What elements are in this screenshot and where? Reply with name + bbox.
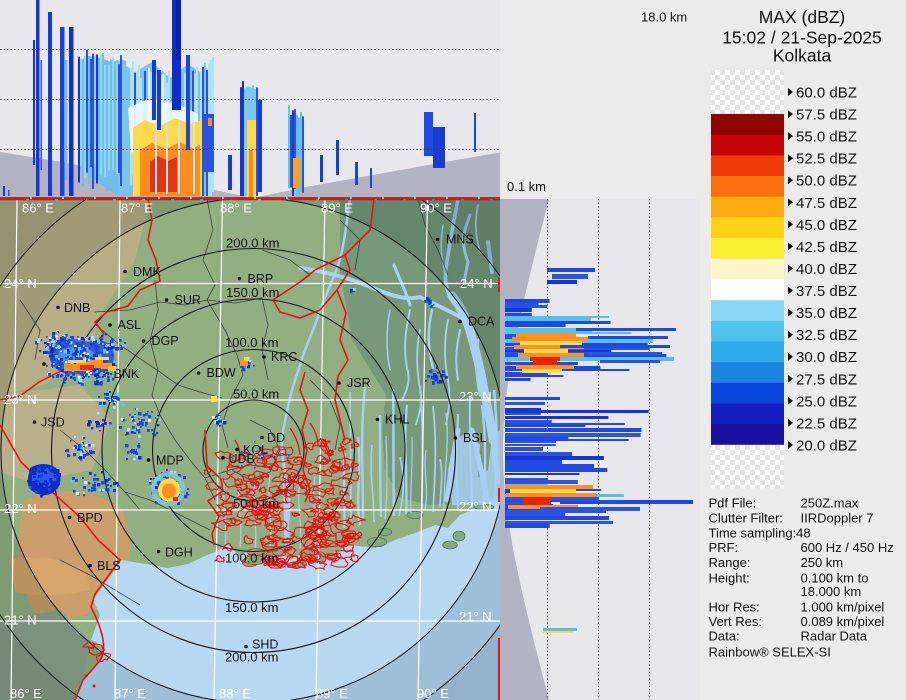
svg-text:86° E: 86° E bbox=[22, 201, 54, 216]
svg-text:47.5 dBZ: 47.5 dBZ bbox=[796, 195, 857, 212]
svg-text:88° E: 88° E bbox=[220, 201, 252, 216]
svg-text:MNS: MNS bbox=[446, 233, 474, 247]
svg-text:87° E: 87° E bbox=[114, 686, 146, 700]
svg-text:23° N: 23° N bbox=[4, 392, 37, 407]
svg-text:0.089 km/pixel: 0.089 km/pixel bbox=[801, 614, 885, 629]
svg-text:35.0 dBZ: 35.0 dBZ bbox=[796, 305, 857, 322]
svg-text:Pdf File:: Pdf File: bbox=[709, 496, 757, 511]
svg-text:21° N: 21° N bbox=[459, 609, 492, 624]
svg-text:250Z.max: 250Z.max bbox=[801, 496, 859, 511]
svg-text:MDP: MDP bbox=[156, 454, 184, 468]
svg-text:150.0 km: 150.0 km bbox=[226, 285, 279, 300]
svg-text:86° E: 86° E bbox=[10, 686, 42, 700]
svg-text:DNB: DNB bbox=[64, 301, 90, 315]
svg-text:Vert Res:: Vert Res: bbox=[709, 614, 762, 629]
svg-text:BDW: BDW bbox=[207, 366, 236, 380]
svg-text:200.0 km: 200.0 km bbox=[225, 650, 278, 665]
svg-text:BPD: BPD bbox=[77, 511, 103, 525]
svg-text:BSL: BSL bbox=[463, 431, 487, 445]
svg-text:100.0 km: 100.0 km bbox=[225, 335, 278, 350]
svg-text:600 Hz / 450 Hz: 600 Hz / 450 Hz bbox=[801, 540, 894, 555]
svg-text:50.0 km: 50.0 km bbox=[233, 387, 279, 402]
svg-text:55.0 dBZ: 55.0 dBZ bbox=[796, 129, 857, 146]
svg-text:25.0 dBZ: 25.0 dBZ bbox=[796, 393, 857, 410]
svg-text:150.0 km: 150.0 km bbox=[225, 600, 278, 615]
svg-text:0.100 km to: 0.100 km to bbox=[801, 571, 869, 586]
svg-text:IIRDoppler 7: IIRDoppler 7 bbox=[801, 511, 874, 526]
svg-text:0.1 km: 0.1 km bbox=[507, 179, 546, 194]
svg-text:42.5 dBZ: 42.5 dBZ bbox=[796, 239, 857, 256]
svg-text:18.0 km: 18.0 km bbox=[641, 10, 687, 25]
svg-text:200.0 km: 200.0 km bbox=[226, 236, 279, 251]
svg-text:21° N: 21° N bbox=[4, 613, 37, 628]
svg-text:100.0 km: 100.0 km bbox=[225, 551, 278, 566]
svg-text:ASL: ASL bbox=[118, 318, 142, 332]
svg-text:18.000 km: 18.000 km bbox=[801, 584, 862, 599]
svg-text:BNK: BNK bbox=[114, 367, 140, 381]
svg-text:88° E: 88° E bbox=[219, 686, 251, 700]
svg-text:24° N: 24° N bbox=[4, 276, 37, 291]
svg-text:Range:: Range: bbox=[709, 555, 751, 570]
svg-text:50.0 km: 50.0 km bbox=[233, 496, 279, 511]
svg-text:250 km: 250 km bbox=[801, 555, 844, 570]
svg-text:27.5 dBZ: 27.5 dBZ bbox=[796, 371, 857, 388]
svg-text:89° E: 89° E bbox=[316, 686, 348, 700]
svg-text:JSR: JSR bbox=[347, 376, 371, 390]
svg-text:DGP: DGP bbox=[152, 334, 179, 348]
svg-text:22.5 dBZ: 22.5 dBZ bbox=[796, 415, 857, 432]
svg-text:SUR: SUR bbox=[175, 293, 201, 307]
svg-text:KHL: KHL bbox=[385, 413, 409, 427]
svg-text:DGH: DGH bbox=[165, 546, 193, 560]
svg-text:BRP: BRP bbox=[248, 272, 274, 286]
svg-text:52.5 dBZ: 52.5 dBZ bbox=[796, 151, 857, 168]
svg-text:SHD: SHD bbox=[252, 638, 278, 652]
svg-text:Radar Data: Radar Data bbox=[801, 629, 868, 644]
svg-text:Clutter Filter:: Clutter Filter: bbox=[709, 511, 783, 526]
svg-text:24° N: 24° N bbox=[460, 276, 493, 291]
svg-text:Kolkata: Kolkata bbox=[773, 46, 832, 66]
svg-text:Rainbow® SELEX-SI: Rainbow® SELEX-SI bbox=[709, 645, 831, 660]
svg-text:60.0 dBZ: 60.0 dBZ bbox=[796, 85, 857, 102]
svg-text:23° N: 23° N bbox=[459, 389, 492, 404]
svg-text:22° N: 22° N bbox=[459, 499, 492, 514]
svg-text:89° E: 89° E bbox=[321, 201, 353, 216]
svg-text:DD: DD bbox=[267, 431, 285, 445]
svg-text:20.0 dBZ: 20.0 dBZ bbox=[796, 437, 857, 454]
svg-text:MAX (dBZ): MAX (dBZ) bbox=[759, 7, 846, 27]
svg-text:50.0 dBZ: 50.0 dBZ bbox=[796, 173, 857, 190]
svg-text:45.0 dBZ: 45.0 dBZ bbox=[796, 217, 857, 234]
svg-text:15:02 / 21-Sep-2025: 15:02 / 21-Sep-2025 bbox=[722, 28, 882, 48]
svg-text:32.5 dBZ: 32.5 dBZ bbox=[796, 327, 857, 344]
svg-text:40.0 dBZ: 40.0 dBZ bbox=[796, 261, 857, 278]
svg-text:JSD: JSD bbox=[41, 416, 65, 430]
svg-text:DMK: DMK bbox=[133, 265, 161, 279]
svg-text:DCA: DCA bbox=[468, 315, 495, 329]
svg-text:Hor Res:: Hor Res: bbox=[709, 600, 760, 615]
svg-text:22° N: 22° N bbox=[4, 501, 37, 516]
svg-text:Data:: Data: bbox=[709, 629, 740, 644]
svg-text:BLS: BLS bbox=[97, 559, 121, 573]
svg-text:KRC: KRC bbox=[271, 350, 297, 364]
svg-text:1.000 km/pixel: 1.000 km/pixel bbox=[801, 600, 885, 615]
svg-text:Time sampling:48: Time sampling:48 bbox=[709, 526, 811, 541]
svg-text:PRF:: PRF: bbox=[709, 540, 739, 555]
svg-text:87° E: 87° E bbox=[121, 201, 153, 216]
svg-text:37.5 dBZ: 37.5 dBZ bbox=[796, 283, 857, 300]
svg-text:90° E: 90° E bbox=[420, 201, 452, 216]
svg-text:57.5 dBZ: 57.5 dBZ bbox=[796, 107, 857, 124]
svg-text:90° E: 90° E bbox=[417, 686, 449, 700]
svg-text:Height:: Height: bbox=[709, 571, 750, 586]
svg-text:30.0 dBZ: 30.0 dBZ bbox=[796, 349, 857, 366]
